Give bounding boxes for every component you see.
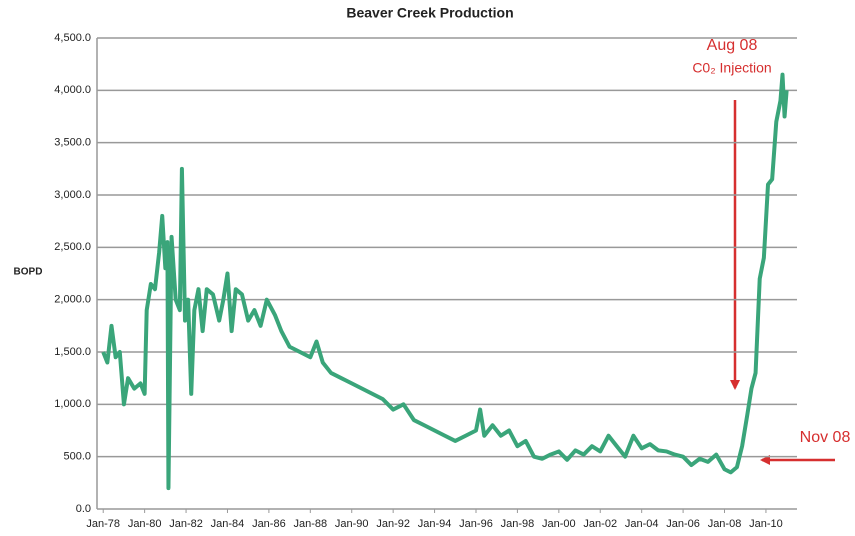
- x-tick-label: Jan-84: [211, 518, 245, 530]
- x-tick-label: Jan-96: [459, 518, 493, 530]
- line-series: [101, 72, 789, 491]
- y-tick-label: 1,000.0: [54, 398, 91, 410]
- y-tick-label: 1,500.0: [54, 346, 91, 358]
- annotation: C0₂ Injection: [692, 60, 771, 76]
- y-tick-label: 2,500.0: [54, 241, 91, 253]
- x-tick-label: Jan-04: [625, 518, 659, 530]
- y-tick-label: 4,000.0: [54, 84, 91, 96]
- y-axis-label: BOPD: [14, 267, 43, 278]
- y-tick-label: 4,500.0: [54, 32, 91, 44]
- x-tick-label: Jan-78: [86, 518, 120, 530]
- x-tick-label: Jan-94: [418, 518, 452, 530]
- y-tick-label: 0.0: [76, 503, 91, 515]
- x-tick-label: Jan-82: [169, 518, 203, 530]
- x-tick-label: Jan-08: [708, 518, 742, 530]
- x-tick-label: Jan-90: [335, 518, 369, 530]
- x-tick-label: Jan-86: [252, 518, 286, 530]
- x-tick-label: Jan-98: [501, 518, 535, 530]
- x-tick-label: Jan-06: [666, 518, 700, 530]
- chart-title: Beaver Creek Production: [346, 5, 513, 21]
- x-tick-label: Jan-80: [128, 518, 162, 530]
- y-tick-label: 500.0: [63, 451, 91, 463]
- x-tick-label: Jan-92: [376, 518, 410, 530]
- x-tick-label: Jan-88: [293, 518, 327, 530]
- annotation: Aug 08: [707, 37, 758, 54]
- annotation: Nov 08: [800, 429, 851, 446]
- y-tick-label: 3,000.0: [54, 189, 91, 201]
- y-tick-label: 2,000.0: [54, 294, 91, 306]
- x-tick-label: Jan-00: [542, 518, 576, 530]
- x-tick-label: Jan-10: [749, 518, 783, 530]
- x-tick-label: Jan-02: [583, 518, 617, 530]
- y-tick-label: 3,500.0: [54, 137, 91, 149]
